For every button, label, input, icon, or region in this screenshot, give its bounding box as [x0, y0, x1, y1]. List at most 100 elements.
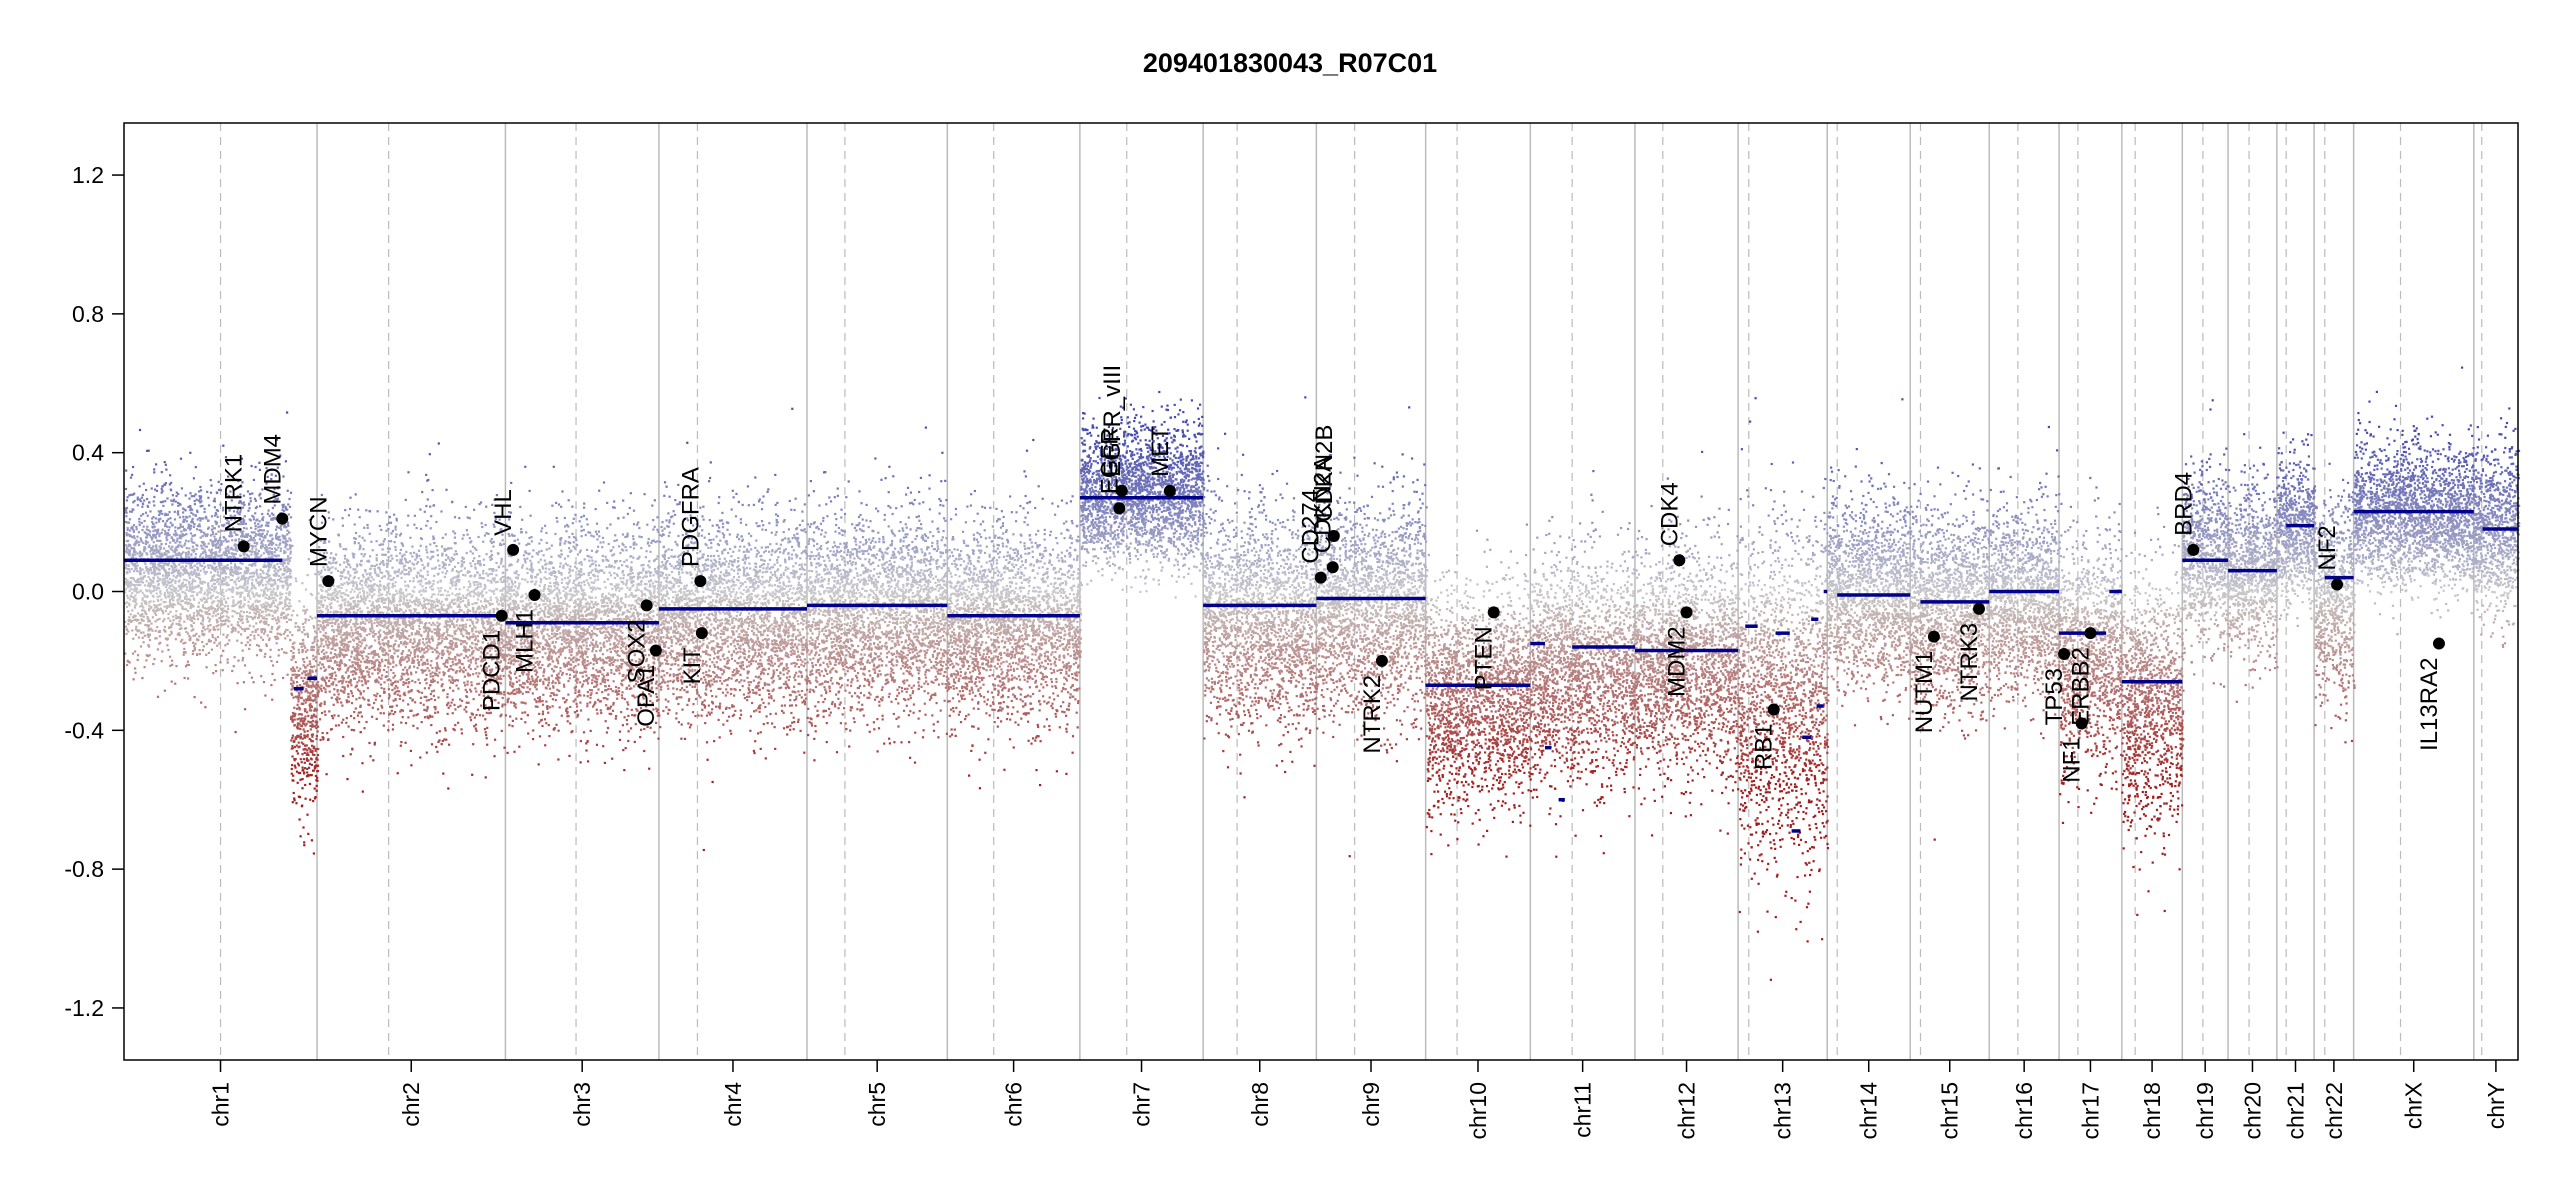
probe-point [152, 516, 155, 519]
probe-point [239, 614, 242, 617]
probe-point [444, 589, 447, 592]
probe-point [135, 539, 138, 542]
probe-point [188, 556, 191, 559]
probe-point [292, 687, 295, 690]
probe-point [241, 502, 244, 505]
probe-point [250, 526, 253, 530]
probe-point [315, 701, 318, 704]
probe-point [141, 598, 144, 601]
probe-point [212, 626, 215, 629]
probe-point [157, 551, 160, 554]
probe-point [310, 714, 313, 717]
probe-point [129, 613, 132, 616]
probe-point [232, 601, 235, 604]
probe-point [195, 547, 198, 551]
probe-point [488, 589, 491, 592]
probe-point [285, 526, 288, 529]
probe-point [228, 588, 232, 591]
probe-point [286, 508, 289, 511]
probe-point [273, 678, 276, 682]
probe-point [178, 569, 181, 572]
probe-point [138, 498, 141, 501]
probe-point [225, 492, 228, 496]
probe-point [201, 616, 205, 619]
probe-point [289, 550, 292, 553]
probe-point [198, 523, 201, 526]
probe-point [243, 570, 247, 573]
probe-point [181, 525, 184, 528]
probe-point [185, 630, 188, 634]
probe-point [285, 540, 288, 543]
probe-point [329, 637, 332, 640]
probe-point [149, 600, 152, 603]
probe-point [304, 724, 307, 727]
probe-point [229, 556, 232, 559]
probe-point [252, 518, 256, 521]
probe-point [257, 584, 261, 587]
probe-point [288, 559, 291, 562]
probe-point [392, 645, 395, 648]
probe-point [210, 553, 213, 556]
probe-point [363, 637, 366, 640]
probe-point [242, 611, 245, 614]
probe-point [132, 529, 135, 532]
probe-point [148, 645, 151, 648]
probe-point [305, 674, 308, 677]
probe-point [174, 541, 177, 544]
probe-point [288, 568, 292, 571]
probe-point [334, 671, 337, 674]
probe-point [174, 579, 177, 583]
probe-point [284, 581, 288, 584]
probe-point [206, 627, 209, 630]
probe-point [240, 633, 243, 636]
probe-point [306, 649, 309, 652]
probe-point [426, 650, 429, 653]
probe-point [363, 590, 366, 593]
probe-point [138, 552, 142, 555]
probe-point [499, 578, 502, 581]
probe-point [277, 546, 280, 549]
probe-point [153, 571, 157, 575]
probe-point [281, 508, 284, 511]
probe-point [312, 713, 316, 716]
probe-point [210, 515, 214, 518]
probe-point [436, 646, 439, 649]
probe-point [473, 716, 476, 719]
probe-point [184, 542, 187, 545]
probe-point [303, 720, 306, 723]
probe-point [150, 555, 153, 559]
probe-point [148, 620, 151, 623]
probe-point [280, 648, 283, 651]
probe-point [258, 580, 261, 583]
probe-point [209, 479, 212, 482]
probe-point [194, 553, 197, 556]
probe-point [278, 620, 281, 623]
probe-point [207, 526, 210, 529]
probe-point [287, 569, 290, 572]
probe-point [304, 767, 307, 770]
probe-point [215, 565, 218, 568]
probe-point [358, 658, 361, 661]
probe-point [197, 612, 200, 615]
probe-point [456, 578, 459, 581]
probe-point [158, 513, 161, 517]
probe-point [193, 500, 196, 503]
probe-point [281, 593, 284, 596]
probe-point [205, 666, 208, 669]
probe-point [230, 499, 233, 502]
probe-point [284, 460, 287, 463]
probe-point [268, 550, 271, 553]
probe-point [150, 548, 153, 552]
probe-point [152, 523, 155, 526]
probe-point [157, 599, 160, 603]
probe-point [153, 548, 156, 552]
probe-point [237, 573, 240, 576]
probe-point [406, 599, 409, 602]
probe-point [276, 563, 279, 566]
probe-point [214, 551, 218, 554]
probe-point [201, 623, 204, 626]
probe-point [215, 521, 218, 524]
probe-point [200, 622, 203, 625]
probe-point [260, 631, 263, 634]
probe-point [312, 657, 315, 661]
